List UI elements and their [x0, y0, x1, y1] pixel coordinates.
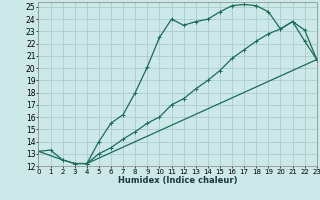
- X-axis label: Humidex (Indice chaleur): Humidex (Indice chaleur): [118, 176, 237, 185]
